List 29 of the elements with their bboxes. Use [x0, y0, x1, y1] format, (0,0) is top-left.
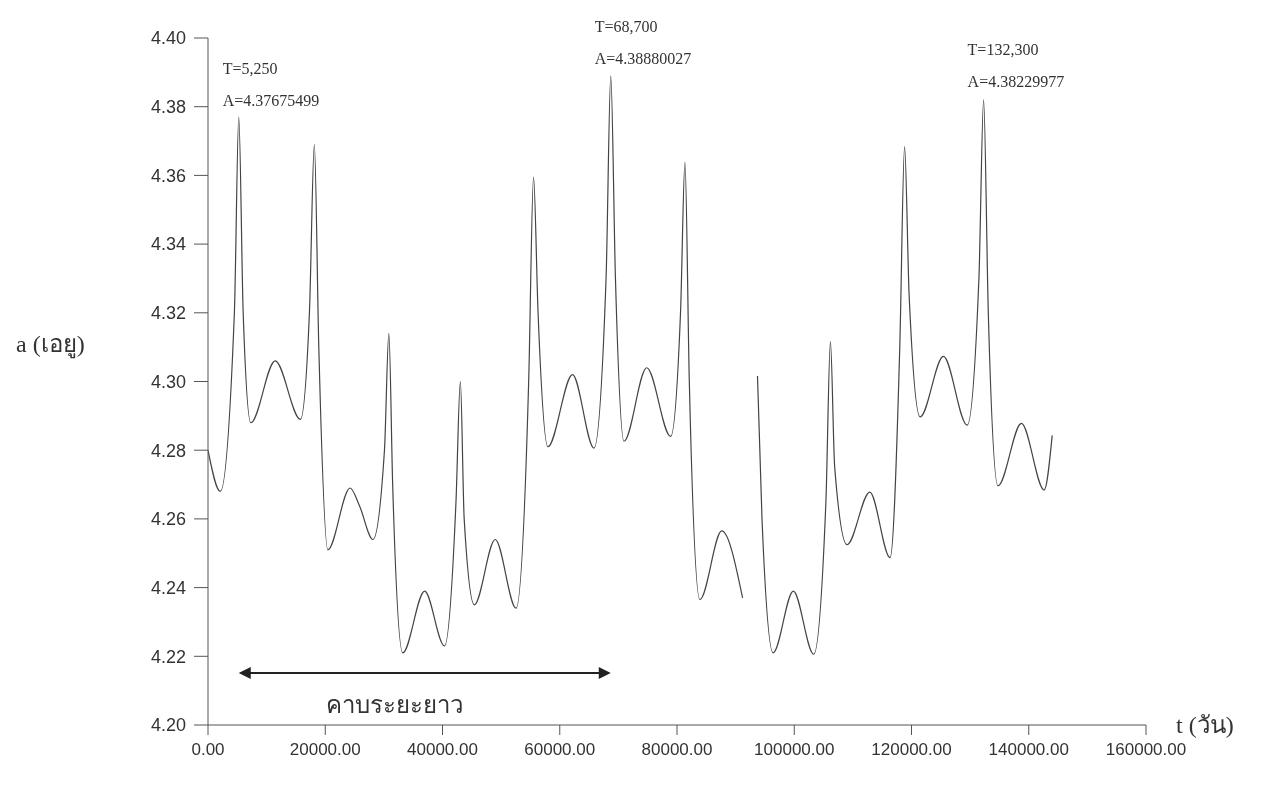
x-tick-label: 120000.00 [871, 740, 952, 759]
y-tick-label: 4.32 [150, 303, 186, 324]
annotation: T=132,300 [967, 40, 1039, 58]
x-tick-label: 20000.00 [289, 740, 361, 759]
y-tick-label: 4.34 [150, 234, 186, 255]
x-tick-label: 0.00 [191, 740, 225, 759]
y-tick-label: 4.38 [150, 97, 186, 117]
text: T=68,700 [594, 18, 658, 36]
y-tick-label: 4.36 [150, 165, 186, 186]
y-tick-label: 4.40 [150, 28, 186, 49]
annotation: A=4.38880027 [594, 50, 692, 68]
x-axis-title: t (วัน) [1176, 712, 1234, 738]
annotation: T=5,250 [222, 59, 278, 77]
y-tick-label: 4.28 [150, 440, 186, 461]
x-tick-label: 60000.00 [524, 740, 596, 759]
annotation: A=4.38229977 [967, 72, 1065, 90]
x-tick-label: 140000.00 [988, 740, 1069, 759]
annotation: คาบระยะยาว [326, 691, 464, 718]
x-tick-label: 100000.00 [754, 740, 835, 759]
x-tick-label: 160000.00 [1105, 740, 1187, 759]
y-tick-label: 4.22 [150, 646, 186, 667]
annotation: A=4.37675499 [222, 91, 320, 109]
y-axis-title: a (เอยู) [16, 330, 85, 359]
y-tick-label: 4.30 [150, 371, 186, 392]
x-tick-label: 40000.00 [407, 740, 478, 759]
y-tick-label: 4.24 [150, 577, 186, 598]
y-tick-label: 4.20 [150, 715, 186, 736]
y-tick-label: 4.26 [150, 509, 186, 530]
x-tick-label: 80000.00 [641, 740, 713, 759]
